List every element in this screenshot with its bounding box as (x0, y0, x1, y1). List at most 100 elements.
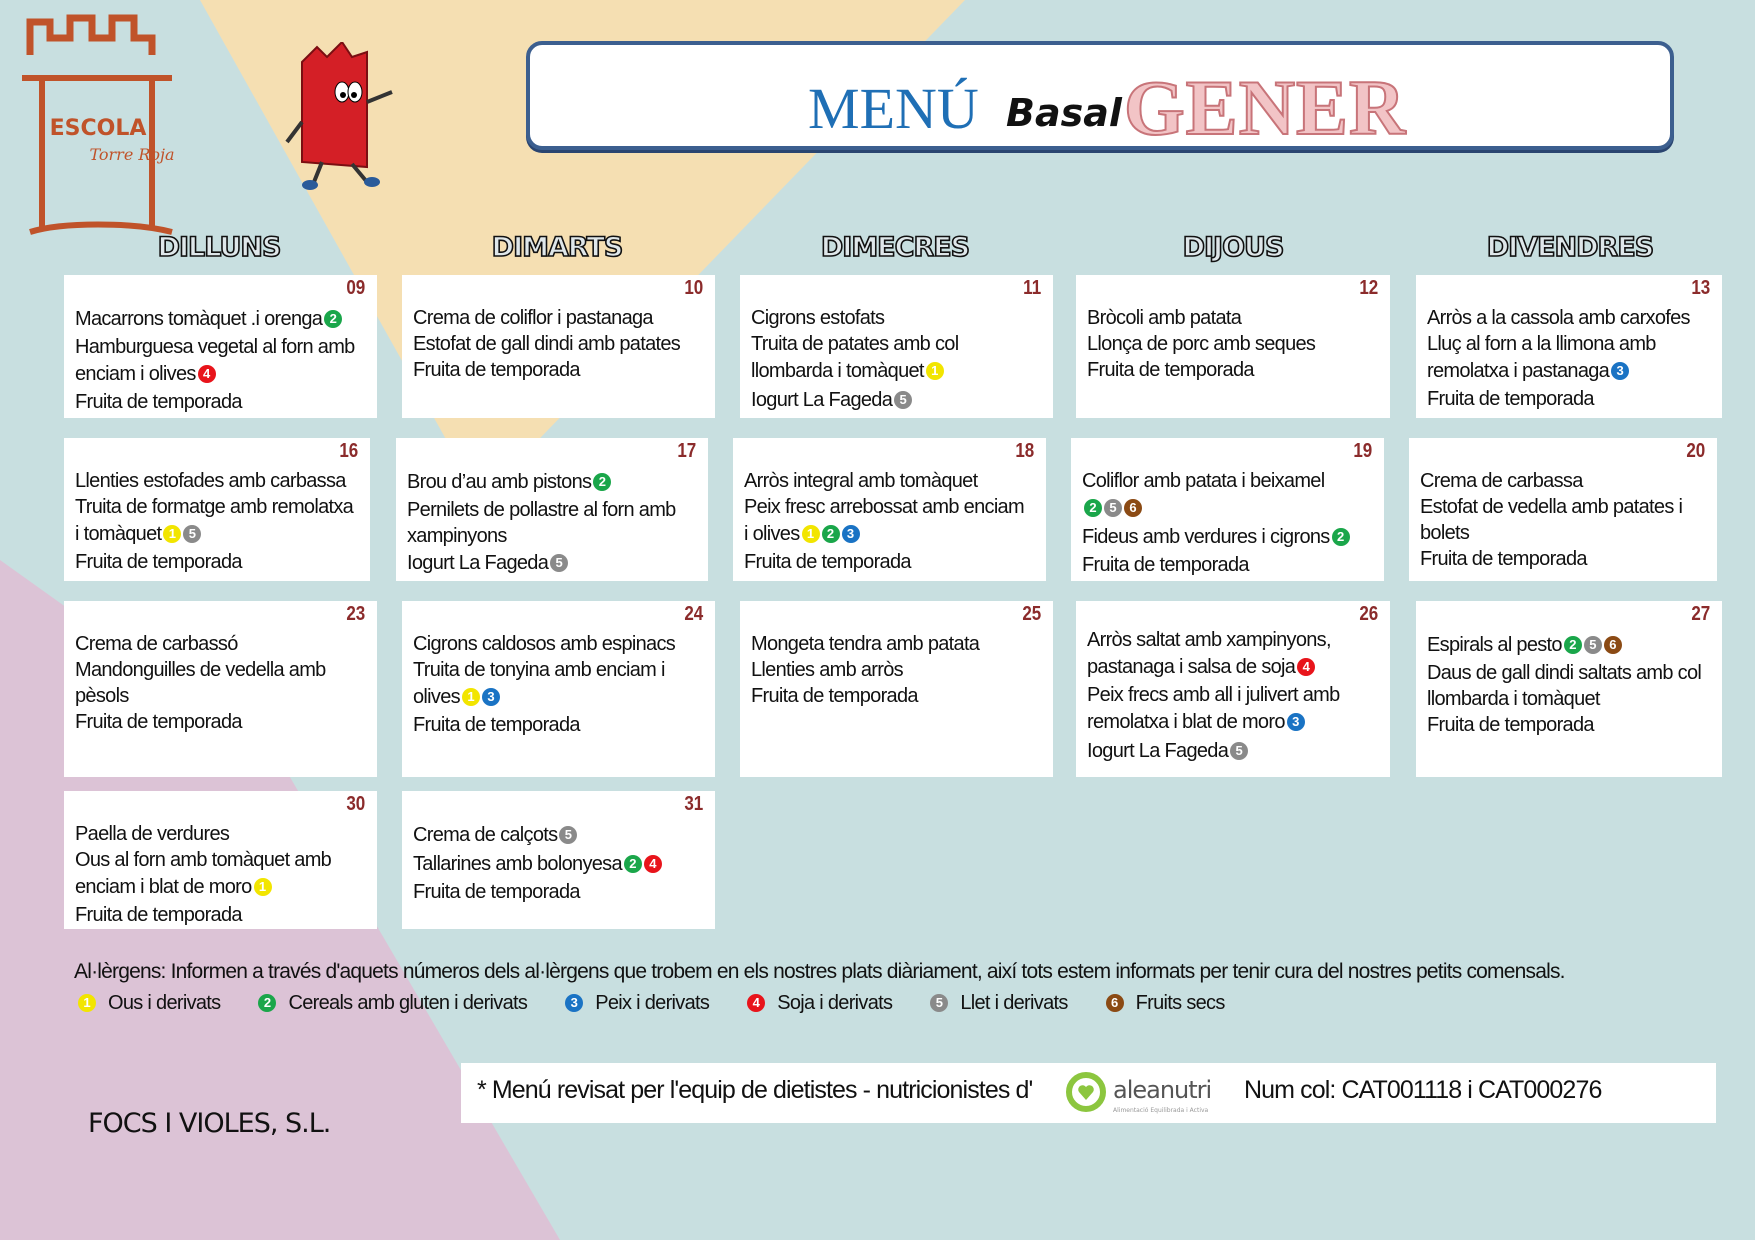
collegiate-numbers: Num col: CAT001118 i CAT000276 (1244, 1076, 1602, 1104)
dish-text: Coliflor amb patata i beixamel (1082, 470, 1325, 492)
dish-text: Cigrons estofats (751, 307, 885, 329)
dish-line: Crema de carbassó (75, 631, 367, 657)
allergen-badge-2-icon: 2 (821, 525, 840, 543)
dish-text: Tallarines amb bolonyesa (413, 853, 623, 875)
dish-text: enciam i olives (75, 363, 196, 385)
allergen-badge-3-icon: 3 (1611, 362, 1630, 380)
dish-line: Coliflor amb patata i beixamel (1082, 468, 1374, 494)
dish-line: Fruita de temporada (75, 709, 367, 735)
allergen-badge-6-icon: 6 (1603, 636, 1622, 654)
dish-line: i tomàquet 1 5 (75, 520, 360, 549)
dish-line: Macarrons tomàquet .i orenga 2 (75, 305, 367, 334)
dish-text: Crema de carbassa (1420, 470, 1583, 492)
allergen-badge-2-icon: 2 (1084, 499, 1102, 517)
company-name: FOCS I VIOLES, S.L. (88, 1108, 331, 1139)
dish-line: Fideus amb verdures i cigrons 2 (1082, 523, 1374, 552)
dish-line: Peix frecs amb all i julivert amb (1087, 682, 1380, 708)
dish-text: Truita de tonyina amb enciam i (413, 659, 665, 681)
allergen-badge-3-icon: 3 (841, 525, 860, 543)
dish-text: i tomàquet (75, 523, 162, 545)
dish-line: enciam i blat de moro 1 (75, 873, 367, 902)
dish-line: Arròs integral amb tomàquet (744, 468, 1036, 494)
day-number: 19 (1353, 440, 1372, 462)
dish-line: Estofat de gall dindi amb patates (413, 331, 705, 357)
dish-line: Arròs a la cassola amb carxofes (1427, 305, 1712, 331)
footer-box: * Menú revisat per l'equip de dietistes … (461, 1063, 1716, 1123)
dish-line: Cigrons caldosos amb espinacs (413, 631, 705, 657)
dish-line: Fruita de temporada (1427, 386, 1712, 412)
dish-text: Paella de verdures (75, 823, 230, 845)
allergen-badge-2-icon: 2 (258, 994, 277, 1012)
dish-line: Bròcoli amb patata (1087, 305, 1380, 331)
dish-text: Fruita de temporada (1427, 714, 1595, 736)
dish-line: remolatxa i pastanaga 3 (1427, 357, 1712, 386)
weekday-header: DIVENDRES (1486, 231, 1655, 264)
dish-line: llombarda i tomàquet 1 (751, 357, 1043, 386)
menu-day-card: 12 Bròcoli amb patata Llonça de porc amb s… (1076, 275, 1390, 418)
day-number: 18 (1015, 440, 1034, 462)
dish-line: Fruita de temporada (75, 389, 367, 415)
allergen-badge-2-icon: 2 (593, 473, 612, 491)
day-number: 17 (677, 440, 696, 462)
reviewed-note: * Menú revisat per l'equip de dietistes … (477, 1076, 1033, 1104)
dish-line: Paella de verdures (75, 821, 367, 847)
dish-text: Lluç al forn a la llimona amb (1427, 333, 1656, 355)
dish-text: Arròs a la cassola amb carxofes (1427, 307, 1691, 329)
allergen-badge-5-icon: 5 (1230, 742, 1249, 760)
dish-text: Pernilets de pollastre al forn amb (407, 499, 676, 521)
dish-text: Fruita de temporada (75, 904, 243, 926)
dish-text: Fruita de temporada (751, 685, 919, 707)
allergen-badge-3-icon: 3 (1286, 713, 1305, 731)
legend-item: 3 Peix i derivats (563, 992, 710, 1015)
menu-day-card: 18 Arròs integral amb tomàquet Peix fresc … (733, 438, 1046, 581)
dish-line: Llenties amb arròs (751, 657, 1043, 683)
dish-line: Fruita de temporada (1427, 712, 1712, 738)
allergen-badge-5-icon: 5 (930, 994, 949, 1012)
allergen-badge-5-icon: 5 (1104, 499, 1122, 517)
menu-day-card: 19 Coliflor amb patata i beixamel 2 5 6 Fideu… (1071, 438, 1384, 581)
dish-line: Tallarines amb bolonyesa 2 4 (413, 850, 705, 879)
allergen-badge-1-icon: 1 (801, 525, 820, 543)
dish-text: Peix frecs amb all i julivert amb (1087, 684, 1340, 706)
allergen-badge-4-icon: 4 (643, 855, 662, 873)
dish-line: pastanaga i salsa de soja 4 (1087, 653, 1380, 682)
day-number: 11 (1023, 277, 1041, 299)
allergen-note: Al·lèrgens: Informen a través d'aquets n… (74, 960, 1565, 983)
allergen-badge-3-icon: 3 (565, 994, 584, 1012)
dish-text: Fruita de temporada (413, 359, 581, 381)
dish-text: Cigrons caldosos amb espinacs (413, 633, 676, 655)
dish-line: Brou d’au amb pistons 2 (407, 468, 698, 497)
day-number: 10 (684, 277, 703, 299)
dish-text: Fruita de temporada (75, 391, 243, 413)
menu-day-card: 27 Espirals al pesto 2 5 6 Daus de gall dindi… (1416, 601, 1722, 777)
allergen-badge-5-icon: 5 (1583, 636, 1602, 654)
day-number: 12 (1359, 277, 1378, 299)
dish-text: Fruita de temporada (413, 881, 581, 903)
allergen-badge-5-icon: 5 (183, 525, 202, 543)
menu-day-card: 20 Crema de carbassa Estofat de vedella am… (1409, 438, 1717, 581)
dish-line: Mandonguilles de vedella amb (75, 657, 367, 683)
dish-line: Iogurt La Fageda 5 (407, 549, 698, 578)
menu-day-card: 09 Macarrons tomàquet .i orenga 2 Hamburgue… (64, 275, 377, 418)
dish-text: Truita de patates amb col (751, 333, 959, 355)
allergen-badge-2-icon: 2 (324, 310, 343, 328)
allergen-badge-1-icon: 1 (925, 362, 944, 380)
title-month: GENER (1123, 63, 1407, 152)
dish-text: Bròcoli amb patata (1087, 307, 1242, 329)
dish-line: i olives 1 2 3 (744, 520, 1036, 549)
allergen-legend: 1 Ous i derivats 2 Cereals amb gluten i der… (76, 992, 1261, 1015)
dish-line: Truita de formatge amb remolatxa (75, 494, 360, 520)
dish-text: Crema de carbassó (75, 633, 238, 655)
dish-line: Truita de patates amb col (751, 331, 1043, 357)
dish-text: Iogurt La Fageda (407, 552, 549, 574)
dish-text: Fruita de temporada (744, 551, 912, 573)
dish-line: Fruita de temporada (75, 549, 360, 575)
allergen-badge-2-icon: 2 (1331, 528, 1350, 546)
legend-label: Peix i derivats (595, 992, 710, 1014)
dish-text: Fruita de temporada (1427, 388, 1595, 410)
dish-text: Llenties amb arròs (751, 659, 904, 681)
dish-line: Crema de coliflor i pastanaga (413, 305, 705, 331)
legend-item: 5 Llet i derivats (928, 992, 1068, 1015)
